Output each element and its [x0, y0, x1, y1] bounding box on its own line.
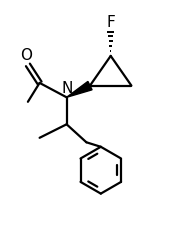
Text: N: N — [61, 81, 73, 96]
Text: O: O — [20, 48, 32, 64]
Text: F: F — [106, 15, 115, 30]
Polygon shape — [67, 81, 92, 97]
